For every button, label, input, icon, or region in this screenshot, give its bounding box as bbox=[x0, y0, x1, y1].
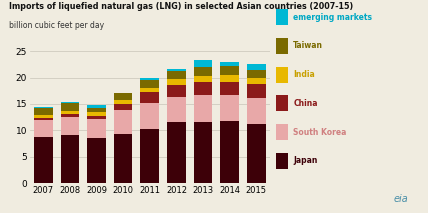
Bar bbox=[34, 118, 53, 120]
Bar bbox=[114, 110, 133, 134]
Bar bbox=[87, 105, 106, 108]
Bar bbox=[140, 104, 159, 129]
Bar bbox=[167, 71, 186, 79]
Bar bbox=[247, 98, 266, 124]
Bar bbox=[61, 103, 79, 111]
Bar bbox=[114, 104, 133, 110]
Text: Imports of liquefied natural gas (LNG) in selected Asian countries (2007-15): Imports of liquefied natural gas (LNG) i… bbox=[9, 2, 353, 11]
Bar bbox=[140, 78, 159, 80]
Bar bbox=[114, 134, 133, 183]
Bar bbox=[87, 138, 106, 183]
Bar bbox=[87, 112, 106, 116]
Bar bbox=[34, 115, 53, 118]
Bar bbox=[194, 95, 212, 122]
Bar bbox=[140, 129, 159, 183]
Bar bbox=[34, 106, 53, 108]
Text: emerging markets: emerging markets bbox=[293, 13, 372, 22]
Text: South Korea: South Korea bbox=[293, 128, 347, 137]
Bar bbox=[140, 92, 159, 104]
Bar bbox=[220, 66, 239, 75]
Bar bbox=[87, 108, 106, 112]
Bar bbox=[194, 82, 212, 95]
Bar bbox=[247, 78, 266, 84]
Bar bbox=[61, 135, 79, 183]
Bar bbox=[247, 84, 266, 98]
Bar bbox=[220, 62, 239, 66]
Bar bbox=[34, 120, 53, 137]
Bar bbox=[140, 80, 159, 88]
Bar bbox=[194, 122, 212, 183]
Bar bbox=[61, 102, 79, 103]
Text: billion cubic feet per day: billion cubic feet per day bbox=[9, 21, 104, 30]
Bar bbox=[167, 122, 186, 183]
Bar bbox=[167, 69, 186, 71]
Bar bbox=[114, 93, 133, 100]
Bar bbox=[220, 82, 239, 95]
Bar bbox=[140, 88, 159, 92]
Bar bbox=[167, 79, 186, 85]
Bar bbox=[167, 85, 186, 96]
Bar bbox=[194, 60, 212, 68]
Text: Taiwan: Taiwan bbox=[293, 41, 323, 50]
Bar bbox=[220, 75, 239, 82]
Bar bbox=[194, 76, 212, 82]
Bar bbox=[87, 119, 106, 138]
Bar bbox=[247, 70, 266, 78]
Bar bbox=[247, 124, 266, 183]
Text: India: India bbox=[293, 70, 315, 79]
Bar bbox=[194, 68, 212, 76]
Bar bbox=[114, 100, 133, 104]
Bar bbox=[220, 95, 239, 121]
Text: China: China bbox=[293, 99, 318, 108]
Bar bbox=[220, 121, 239, 183]
Text: eia: eia bbox=[394, 194, 409, 204]
Bar bbox=[34, 137, 53, 183]
Bar bbox=[61, 114, 79, 117]
Bar bbox=[87, 116, 106, 119]
Bar bbox=[61, 111, 79, 114]
Bar bbox=[167, 96, 186, 122]
Bar bbox=[247, 64, 266, 70]
Text: Japan: Japan bbox=[293, 156, 318, 165]
Bar bbox=[34, 108, 53, 115]
Bar bbox=[61, 117, 79, 135]
